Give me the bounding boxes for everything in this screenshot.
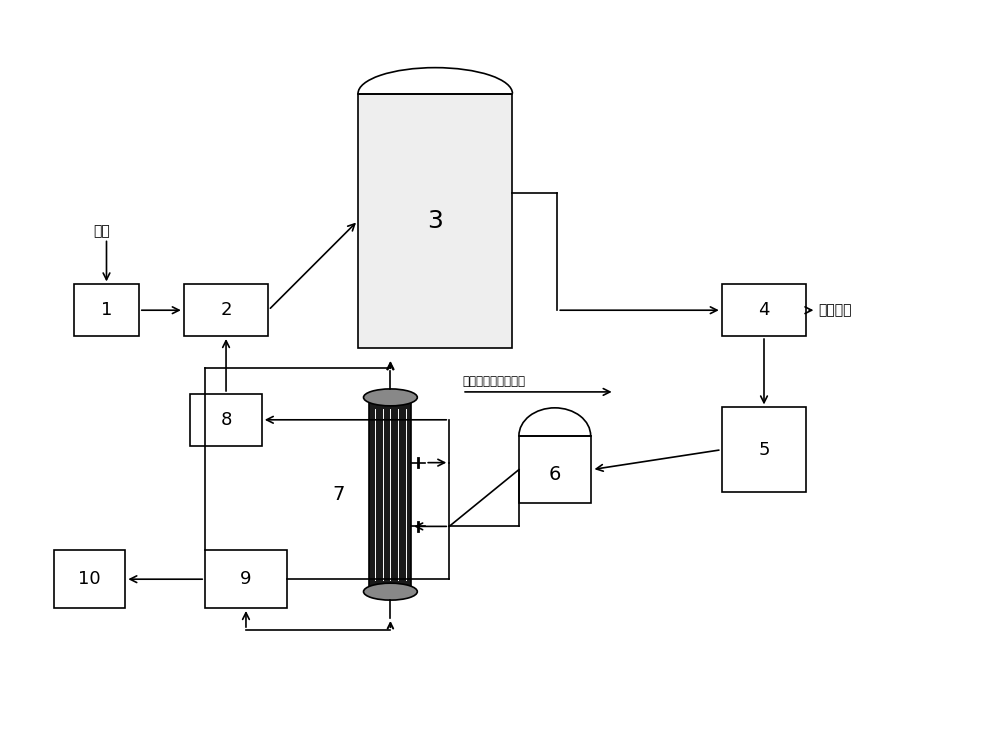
- Text: 10: 10: [78, 570, 101, 588]
- Ellipse shape: [364, 583, 417, 600]
- Text: 1: 1: [101, 301, 112, 319]
- Ellipse shape: [364, 389, 417, 406]
- Bar: [722, 407, 806, 492]
- Bar: [54, 551, 125, 608]
- Text: 4: 4: [758, 301, 770, 319]
- Bar: [519, 436, 591, 503]
- Bar: [722, 284, 806, 336]
- Text: 3: 3: [427, 209, 443, 232]
- Text: 2: 2: [220, 301, 232, 319]
- Text: 进料: 进料: [93, 224, 110, 238]
- Text: 多余膜侧液达标排放: 多余膜侧液达标排放: [462, 375, 525, 388]
- Bar: [358, 93, 512, 348]
- Text: 沼渣利用: 沼渣利用: [818, 304, 852, 318]
- Bar: [74, 284, 139, 336]
- Text: 9: 9: [240, 570, 252, 588]
- Bar: [190, 394, 262, 445]
- Bar: [369, 398, 411, 592]
- Text: 7: 7: [332, 485, 345, 504]
- Bar: [184, 284, 268, 336]
- Text: 8: 8: [220, 411, 232, 429]
- Bar: [205, 551, 287, 608]
- Text: 5: 5: [758, 441, 770, 459]
- Text: 6: 6: [549, 465, 561, 484]
